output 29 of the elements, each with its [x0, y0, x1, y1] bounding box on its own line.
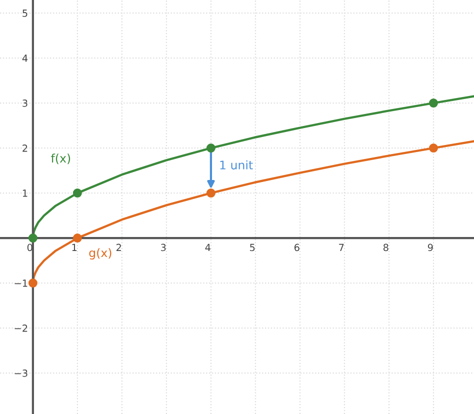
y-tick-label: 4 [22, 54, 28, 62]
y-tick-label: −3 [14, 370, 28, 377]
y-tick-label: −1 [14, 280, 28, 287]
x-tick-label: 5 [250, 244, 255, 252]
point [72, 234, 82, 243]
y-tick-label: 3 [22, 100, 28, 107]
x-tick-label: 0 [27, 244, 32, 252]
x-tick-label: 4 [205, 244, 210, 251]
point [206, 188, 216, 198]
point [429, 144, 438, 153]
series-label: g(x) [89, 248, 112, 260]
x-tick-label: 1 [72, 244, 77, 251]
point [28, 234, 38, 243]
x-tick-label: 2 [116, 244, 121, 251]
annotation: 1 unit [220, 160, 253, 170]
x-tick-label: 7 [339, 244, 344, 251]
point [72, 188, 82, 198]
y-tick-label: 2 [22, 144, 28, 152]
x-tick-label: 9 [428, 244, 433, 252]
x-tick-label: 8 [383, 244, 388, 252]
text: f(x) [51, 154, 70, 164]
x-tick-label: 3 [161, 244, 166, 252]
y-tick-label: −2 [14, 324, 28, 332]
point [429, 98, 438, 108]
point [28, 278, 38, 288]
x-tick-label: 6 [294, 244, 300, 252]
y-tick-label: 1 [22, 190, 28, 197]
y-tick-label: 5 [22, 10, 28, 17]
point [206, 144, 216, 153]
